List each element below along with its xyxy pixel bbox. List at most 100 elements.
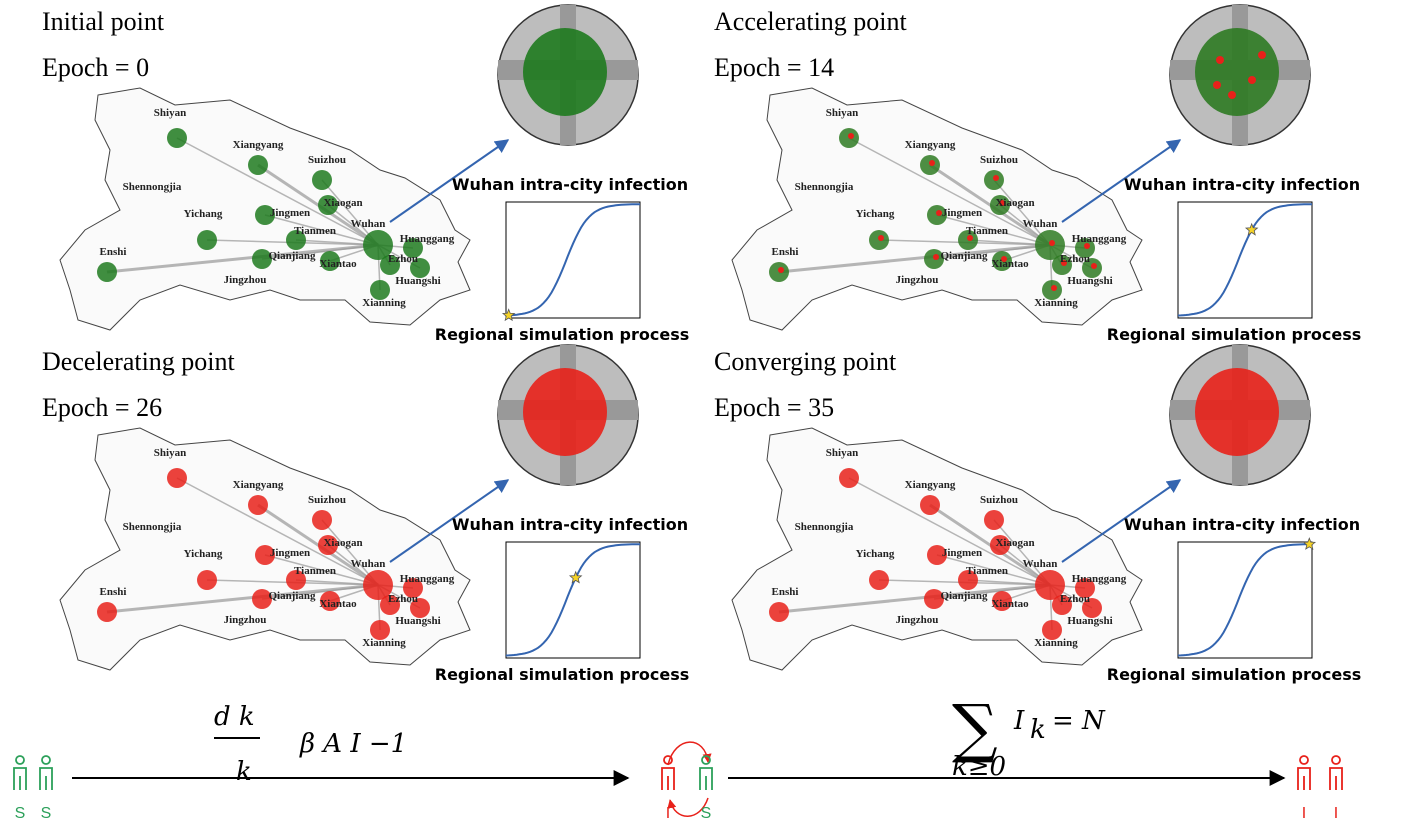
city-label: Shiyan <box>826 447 858 459</box>
city-label: Xiantao <box>319 258 357 270</box>
infected-dots <box>1258 51 1266 59</box>
city-label: Yichang <box>856 208 895 220</box>
infected-dots <box>1228 91 1236 99</box>
city-cluster <box>167 468 187 488</box>
city-cluster <box>248 155 268 175</box>
city-label: Xiaogan <box>995 537 1034 549</box>
city-label: Qianjiang <box>268 250 316 262</box>
person-icon: S <box>700 756 712 822</box>
inset-cluster <box>523 28 607 116</box>
city-label: Xiangyang <box>233 139 284 151</box>
city-label: Jingzhou <box>224 274 267 286</box>
body <box>700 768 712 790</box>
state-label: S <box>15 805 26 822</box>
head <box>1332 756 1340 764</box>
head <box>702 756 710 764</box>
panel: Converging point Epoch = 35 Shiyan Xiangyan… <box>714 345 1361 684</box>
inset-cluster <box>1195 368 1279 456</box>
epoch-label: Epoch = 26 <box>42 393 162 422</box>
infected-dots <box>1216 56 1224 64</box>
panel-title: Converging point <box>714 347 897 376</box>
city-label: Ezhou <box>388 253 418 265</box>
city-label: Huanggang <box>1072 233 1127 245</box>
body <box>14 768 26 790</box>
city-label: Xiangyang <box>905 139 956 151</box>
city-label: Xianning <box>1034 297 1078 309</box>
person-icon: S <box>40 756 52 822</box>
city-label: Qianjiang <box>268 590 316 602</box>
curve-frame <box>506 202 640 318</box>
curve-caption: Regional simulation process <box>1107 325 1362 344</box>
city-label: Tianmen <box>294 565 336 577</box>
city-label: Huangshi <box>395 615 440 627</box>
city-cluster <box>312 170 332 190</box>
body <box>1298 768 1310 790</box>
person-icon: I <box>1298 756 1310 822</box>
city-cluster <box>97 262 117 282</box>
state-label: I <box>1302 805 1306 822</box>
panel: Initial pointEpoch = 0ShiyanXiangyangSui… <box>42 5 689 344</box>
infected-dots <box>993 175 999 181</box>
head <box>42 756 50 764</box>
infected-dots <box>933 254 939 260</box>
city-label: Yichang <box>184 548 223 560</box>
city-cluster <box>197 570 217 590</box>
city-label: Tianmen <box>966 565 1008 577</box>
infected-dots <box>1213 81 1221 89</box>
sum-body: I <box>1013 706 1025 736</box>
city-label: Jingmen <box>270 547 310 559</box>
curve-caption: Regional simulation process <box>435 665 690 684</box>
city-label: Xianning <box>362 297 406 309</box>
person-icon: I <box>662 756 674 822</box>
city-label: Suizhou <box>308 494 346 506</box>
infected-dots <box>1248 76 1256 84</box>
head <box>1300 756 1308 764</box>
city-label: Xianning <box>1034 637 1078 649</box>
city-label: Qianjiang <box>940 590 988 602</box>
city-label: Shennongjia <box>123 521 182 533</box>
city-cluster <box>869 570 889 590</box>
panel-title: Accelerating point <box>714 7 908 36</box>
city-label: Huangshi <box>395 275 440 287</box>
city-label: Ezhou <box>1060 253 1090 265</box>
city-label: Yichang <box>184 208 223 220</box>
city-label: Shennongjia <box>795 521 854 533</box>
rhs: β A I −1 <box>299 729 407 759</box>
sum-rhs: = N <box>1052 706 1106 736</box>
city-label: Tianmen <box>966 225 1008 237</box>
city-label: Shiyan <box>154 447 186 459</box>
city-label: Huanggang <box>1072 573 1127 585</box>
city-label: Xiaogan <box>995 197 1034 209</box>
body <box>1330 768 1342 790</box>
city-label: Xiangyang <box>905 479 956 491</box>
city-cluster <box>167 128 187 148</box>
city-cluster <box>97 602 117 622</box>
body <box>40 768 52 790</box>
epoch-label: Epoch = 0 <box>42 53 149 82</box>
state-label: I <box>1334 805 1338 822</box>
city-label: Wuhan <box>1023 218 1058 230</box>
city-label: Jingzhou <box>896 274 939 286</box>
city-cluster <box>312 510 332 530</box>
city-label: Yichang <box>856 548 895 560</box>
city-label: Xiangyang <box>233 479 284 491</box>
figure: Initial pointEpoch = 0ShiyanXiangyangSui… <box>0 0 1402 834</box>
curve-frame <box>1178 202 1312 318</box>
infected-dots <box>848 133 854 139</box>
numerator: d k <box>214 702 255 732</box>
city-label: Ezhou <box>388 593 418 605</box>
city-label: Qianjiang <box>940 250 988 262</box>
city-label: Xiantao <box>991 598 1029 610</box>
transition-row: d k k β A I −1 ∑ I k = N k≥0 SSISII <box>14 692 1342 822</box>
city-label: Enshi <box>100 246 127 258</box>
infected-dots <box>1091 263 1097 269</box>
state-label: I <box>666 805 670 822</box>
curve-caption: Regional simulation process <box>435 325 690 344</box>
city-label: Xiaogan <box>323 537 362 549</box>
epoch-label: Epoch = 35 <box>714 393 834 422</box>
city-label: Jingzhou <box>224 614 267 626</box>
person-icon: I <box>1330 756 1342 822</box>
city-cluster <box>984 510 1004 530</box>
city-label: Suizhou <box>980 494 1018 506</box>
